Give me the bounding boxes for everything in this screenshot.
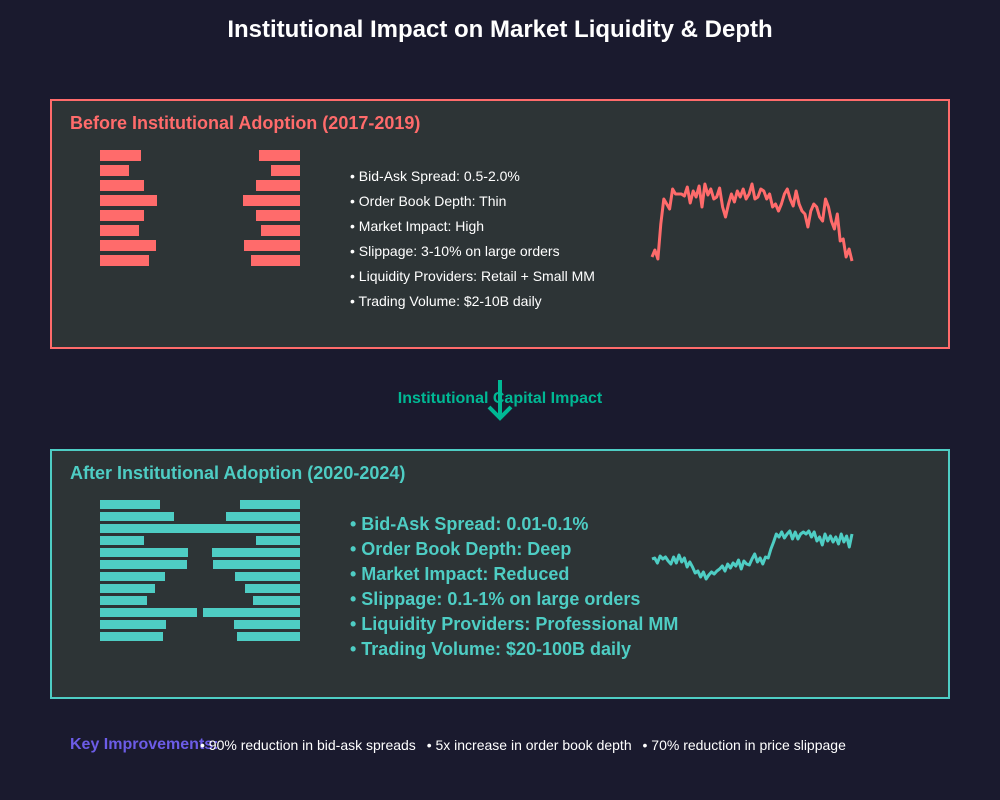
after-panel-title: After Institutional Adoption (2020-2024) [70, 463, 406, 483]
ask-bar [234, 620, 300, 629]
ask-bar [261, 225, 300, 236]
bid-bar [100, 180, 144, 191]
bid-bar [100, 584, 155, 593]
improvement-item: • 70% reduction in price slippage [642, 737, 846, 753]
after-metric: • Trading Volume: $20-100B daily [350, 639, 632, 659]
bid-bar [100, 210, 144, 221]
key-improvements-items: • 90% reduction in bid-ask spreads • 5x … [200, 737, 853, 753]
after-metric: • Bid-Ask Spread: 0.01-0.1% [350, 514, 589, 534]
ask-bar [244, 240, 300, 251]
ask-bar [212, 548, 300, 557]
bid-bar [100, 165, 129, 176]
after-price-line [651, 529, 854, 581]
arrow-label: Institutional Capital Impact [397, 390, 603, 407]
improvement-item: • 5x increase in order book depth [426, 737, 632, 753]
after-metric: • Market Impact: Reduced [350, 564, 570, 584]
after-metric: • Liquidity Providers: Professional MM [350, 614, 679, 634]
bid-bar [100, 632, 163, 641]
ask-bar [226, 512, 300, 521]
before-price-line [650, 182, 854, 262]
before-panel-title: Before Institutional Adoption (2017-2019… [70, 113, 421, 133]
after-metrics-list: • Bid-Ask Spread: 0.01-0.1% • Order Book… [350, 512, 678, 662]
before-metrics-list: • Bid-Ask Spread: 0.5-2.0% • Order Book … [350, 164, 595, 314]
ask-bar [243, 195, 300, 206]
ask-bar [256, 536, 300, 545]
ask-bar [240, 500, 300, 509]
ask-bar [245, 584, 300, 593]
before-metric: • Order Book Depth: Thin [350, 193, 507, 209]
ask-bar [203, 608, 300, 617]
bid-bar [100, 536, 144, 545]
arrow-down-icon [487, 380, 513, 421]
bid-bar [100, 195, 157, 206]
before-price-chart [650, 182, 854, 262]
bid-bar [100, 572, 165, 581]
ask-bar [256, 180, 300, 191]
bid-bar [100, 524, 200, 533]
ask-bar [200, 524, 300, 533]
before-panel: Before Institutional Adoption (2017-2019… [50, 99, 950, 349]
bid-bar [100, 560, 187, 569]
bid-bar [100, 150, 141, 161]
ask-bar [253, 596, 300, 605]
bid-bar [100, 548, 188, 557]
before-metric: • Market Impact: High [350, 218, 485, 234]
ask-bar [271, 165, 300, 176]
ask-bar [235, 572, 300, 581]
before-metric: • Bid-Ask Spread: 0.5-2.0% [350, 168, 520, 184]
bid-bar [100, 500, 160, 509]
after-price-chart [651, 529, 854, 581]
after-metric: • Order Book Depth: Deep [350, 539, 572, 559]
bid-bar [100, 596, 147, 605]
ask-bar [237, 632, 300, 641]
bid-bar [100, 225, 139, 236]
ask-bar [256, 210, 300, 221]
after-metric: • Slippage: 0.1-1% on large orders [350, 589, 641, 609]
ask-bar [251, 255, 300, 266]
bid-bar [100, 512, 174, 521]
bid-bar [100, 255, 149, 266]
after-panel: After Institutional Adoption (2020-2024)… [50, 449, 950, 699]
key-improvements-label: Key Improvements: [70, 736, 219, 753]
before-metric: • Trading Volume: $2-10B daily [350, 293, 542, 309]
ask-bar [213, 560, 300, 569]
before-metric: • Liquidity Providers: Retail + Small MM [350, 268, 595, 284]
bid-bar [100, 608, 197, 617]
bid-bar [100, 620, 166, 629]
before-metric: • Slippage: 3-10% on large orders [350, 243, 560, 259]
bid-bar [100, 240, 156, 251]
improvement-item: • 90% reduction in bid-ask spreads [200, 737, 416, 753]
page-title: Institutional Impact on Market Liquidity… [227, 16, 773, 43]
ask-bar [259, 150, 300, 161]
